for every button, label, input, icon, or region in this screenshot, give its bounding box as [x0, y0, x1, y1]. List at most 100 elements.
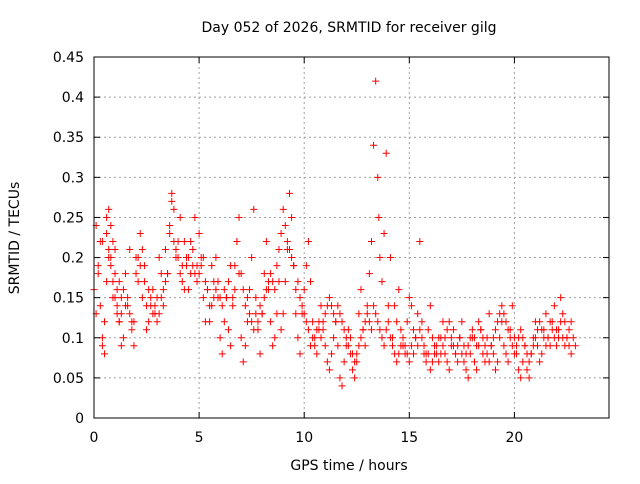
data-point: [260, 294, 268, 302]
data-point: [372, 310, 380, 318]
data-point: [561, 318, 569, 326]
data-point: [325, 366, 333, 374]
data-point: [325, 294, 333, 302]
data-point: [243, 294, 251, 302]
data-point: [426, 366, 434, 374]
data-point: [117, 294, 125, 302]
data-point: [239, 286, 247, 294]
data-point: [147, 294, 155, 302]
data-point: [113, 310, 121, 318]
data-point: [103, 229, 111, 237]
data-point: [449, 326, 457, 334]
data-point: [195, 270, 203, 278]
data-point: [115, 318, 123, 326]
data-point: [473, 366, 481, 374]
data-point: [374, 318, 382, 326]
data-point: [231, 286, 239, 294]
data-point: [302, 318, 310, 326]
data-point: [256, 302, 264, 310]
data-point: [552, 326, 560, 334]
data-point: [336, 374, 344, 382]
data-point: [153, 318, 161, 326]
y-tick-label: 0.3: [62, 170, 84, 186]
data-point: [187, 270, 195, 278]
data-point: [565, 342, 573, 350]
data-point: [454, 358, 462, 366]
data-point: [126, 246, 134, 254]
data-point: [555, 334, 563, 342]
data-point: [424, 326, 432, 334]
data-point: [319, 318, 327, 326]
data-point: [525, 374, 533, 382]
data-point: [498, 302, 506, 310]
data-point: [111, 246, 119, 254]
data-point: [204, 286, 212, 294]
data-point: [225, 326, 233, 334]
data-point: [271, 286, 279, 294]
data-point: [397, 326, 405, 334]
data-point: [107, 221, 115, 229]
data-point: [342, 342, 350, 350]
data-point: [248, 254, 256, 262]
data-point: [489, 350, 497, 358]
data-point: [105, 254, 113, 262]
data-point: [374, 173, 382, 181]
data-point: [504, 358, 512, 366]
data-point: [462, 366, 470, 374]
data-point: [161, 278, 169, 286]
data-point: [197, 254, 205, 262]
data-point: [292, 310, 300, 318]
grid-lines: [94, 57, 609, 418]
data-point: [267, 270, 275, 278]
data-point: [460, 342, 468, 350]
data-point: [132, 270, 140, 278]
data-point: [101, 318, 109, 326]
data-point: [437, 334, 445, 342]
data-point: [109, 278, 117, 286]
x-tick-label: 0: [90, 430, 99, 446]
data-point: [380, 342, 388, 350]
data-point: [233, 238, 241, 246]
data-point: [401, 350, 409, 358]
data-point: [126, 310, 134, 318]
data-point: [235, 270, 243, 278]
data-point: [147, 302, 155, 310]
data-point: [241, 342, 249, 350]
data-point: [243, 318, 251, 326]
data-point: [536, 358, 544, 366]
data-point: [311, 342, 319, 350]
data-point: [334, 342, 342, 350]
data-point: [275, 246, 283, 254]
data-point: [491, 326, 499, 334]
data-point: [515, 366, 523, 374]
axis-ticks: 0 0.05 0.1 0.15 0.2 0.25 0.3 0.35 0.4 0.45 0 5 10 15 2…: [53, 50, 609, 446]
data-point: [498, 318, 506, 326]
data-point: [481, 358, 489, 366]
data-point: [328, 302, 336, 310]
y-tick-label: 0.4: [62, 90, 84, 106]
data-point: [525, 358, 533, 366]
data-point: [117, 342, 125, 350]
data-point: [548, 318, 556, 326]
data-point: [534, 342, 542, 350]
data-point: [481, 342, 489, 350]
data-point: [231, 262, 239, 270]
data-point: [113, 286, 121, 294]
data-point: [538, 350, 546, 358]
data-point: [98, 334, 106, 342]
data-point: [136, 229, 144, 237]
data-point: [145, 318, 153, 326]
data-point: [222, 294, 230, 302]
data-point: [254, 326, 262, 334]
data-point: [506, 326, 514, 334]
data-point: [164, 270, 172, 278]
data-point: [98, 238, 106, 246]
data-point: [193, 278, 201, 286]
data-point: [166, 221, 174, 229]
data-point: [170, 205, 178, 213]
data-point: [317, 302, 325, 310]
data-point: [307, 278, 315, 286]
data-point: [283, 238, 291, 246]
data-point: [330, 334, 338, 342]
x-tick-label: 20: [505, 430, 523, 446]
